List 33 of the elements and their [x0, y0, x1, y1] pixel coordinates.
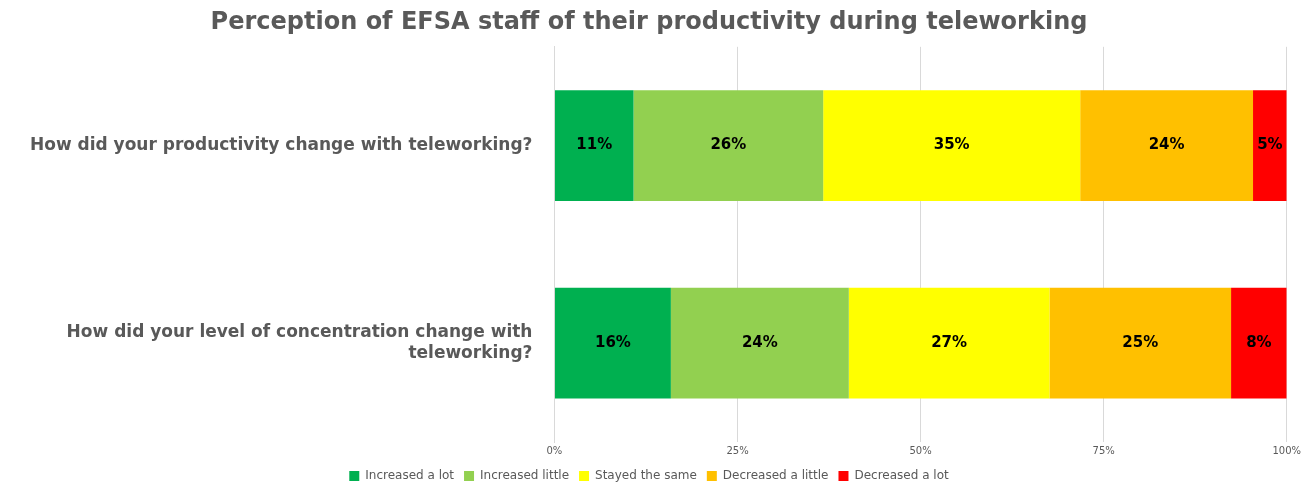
- x-tick-label: 50%: [909, 444, 932, 456]
- bar: [1253, 90, 1287, 201]
- bar: [633, 90, 824, 201]
- data-label: 11%: [576, 135, 613, 154]
- chart-title: Perception of EFSA staff of their productivity during teleworking: [210, 6, 1088, 35]
- bar: [554, 90, 634, 201]
- data-label: 26%: [710, 135, 747, 154]
- bar: [823, 90, 1081, 201]
- x-tick-label: 0%: [546, 444, 563, 456]
- bar: [1049, 287, 1232, 399]
- x-tick-label: 100%: [1272, 444, 1301, 456]
- y-tick-label: How did your level of concentration change with teleworking?: [66, 321, 533, 362]
- data-label: 16%: [594, 333, 631, 352]
- x-tick-label: 75%: [1092, 444, 1115, 456]
- legend-label: Increased a lot: [365, 468, 455, 483]
- legend-label: Decreased a lot: [854, 468, 950, 483]
- bar: [554, 287, 671, 399]
- bar: [670, 287, 849, 399]
- y-tick-label: How did your productivity change with teleworking?: [29, 134, 533, 155]
- data-label: 24%: [741, 333, 778, 352]
- legend-label: Decreased a little: [722, 468, 829, 483]
- data-label: 35%: [933, 135, 970, 154]
- legend-label: Stayed the same: [595, 468, 697, 483]
- bar: [1080, 90, 1254, 201]
- data-label: 5%: [1257, 135, 1283, 154]
- bar: [848, 287, 1050, 399]
- data-label: 8%: [1246, 333, 1272, 352]
- legend-label: Increased little: [480, 468, 570, 483]
- x-tick-label: 25%: [726, 444, 749, 456]
- data-label: 25%: [1122, 333, 1159, 352]
- data-label: 24%: [1148, 135, 1185, 154]
- bar: [1231, 287, 1287, 399]
- data-label: 27%: [931, 333, 968, 352]
